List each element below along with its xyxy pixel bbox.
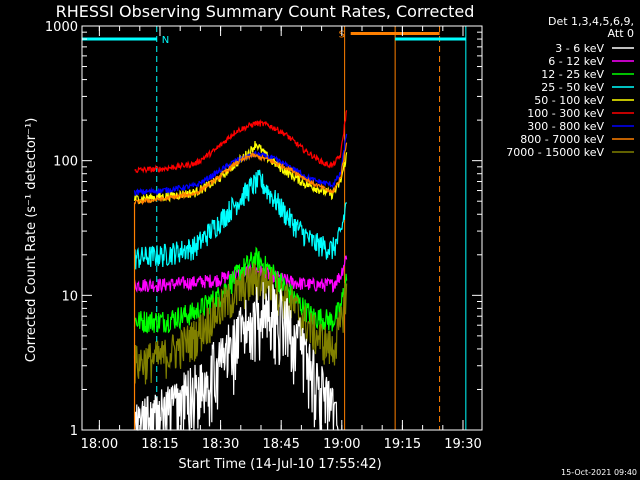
plot-frame	[81, 25, 483, 431]
x-tick-label: 19:00	[323, 437, 360, 452]
legend-entry-label: 3 - 6 keV	[555, 42, 604, 55]
legend-entry-label: 7000 - 15000 keV	[506, 146, 604, 159]
series-line-5	[134, 110, 348, 174]
y-tick-label: 1000	[45, 20, 78, 35]
legend-entry-label: 50 - 100 keV	[534, 94, 604, 107]
legend-entry-label: 100 - 300 keV	[527, 107, 604, 120]
legend-entry-label: 300 - 800 keV	[527, 120, 604, 133]
footer-timestamp: 15-Oct-2021 09:40	[561, 468, 637, 477]
legend-header: Det 1,3,4,5,6,9,	[548, 15, 634, 28]
series-line-4	[133, 140, 348, 205]
y-tick-label: 10	[61, 289, 78, 304]
series-line-2	[133, 246, 348, 334]
x-tick-label: 19:30	[444, 437, 481, 452]
series-line-3-6-visible	[133, 282, 339, 431]
x-tick-label: 19:15	[384, 437, 421, 452]
x-tick-label: 18:15	[141, 437, 178, 452]
legend-entry-label: 6 - 12 keV	[548, 55, 604, 68]
x-axis-label: Start Time (14-Jul-10 17:55:42)	[178, 457, 381, 472]
legend-entry-label: 25 - 50 keV	[541, 81, 604, 94]
y-tick-label: 100	[53, 155, 78, 170]
y-axis-label: Corrected Count Rate (s⁻¹ detector⁻¹)	[24, 118, 39, 363]
x-tick-label: 18:30	[202, 437, 239, 452]
legend-entry-label: 12 - 25 keV	[541, 68, 604, 81]
axes: 1 10 100 1000 18:00 18:15 18:30 18:45 19:00 19:15…	[45, 20, 483, 452]
interval-lines: NS	[81, 26, 467, 430]
series-line-7	[134, 142, 348, 206]
legend-entry-label: 800 - 7000 keV	[520, 133, 604, 146]
x-tick-label: 18:00	[81, 437, 118, 452]
x-tick-label: 18:45	[262, 437, 299, 452]
chart-title: RHESSI Observing Summary Count Rates, Co…	[56, 2, 475, 21]
marker-label-N: N	[162, 35, 169, 46]
series-line-6	[133, 133, 348, 197]
series-line-3	[133, 169, 348, 270]
y-tick-label: 1	[70, 424, 78, 439]
legend-header: Att 0	[608, 27, 634, 40]
series-layer	[133, 110, 348, 431]
series-line-8	[133, 262, 348, 385]
